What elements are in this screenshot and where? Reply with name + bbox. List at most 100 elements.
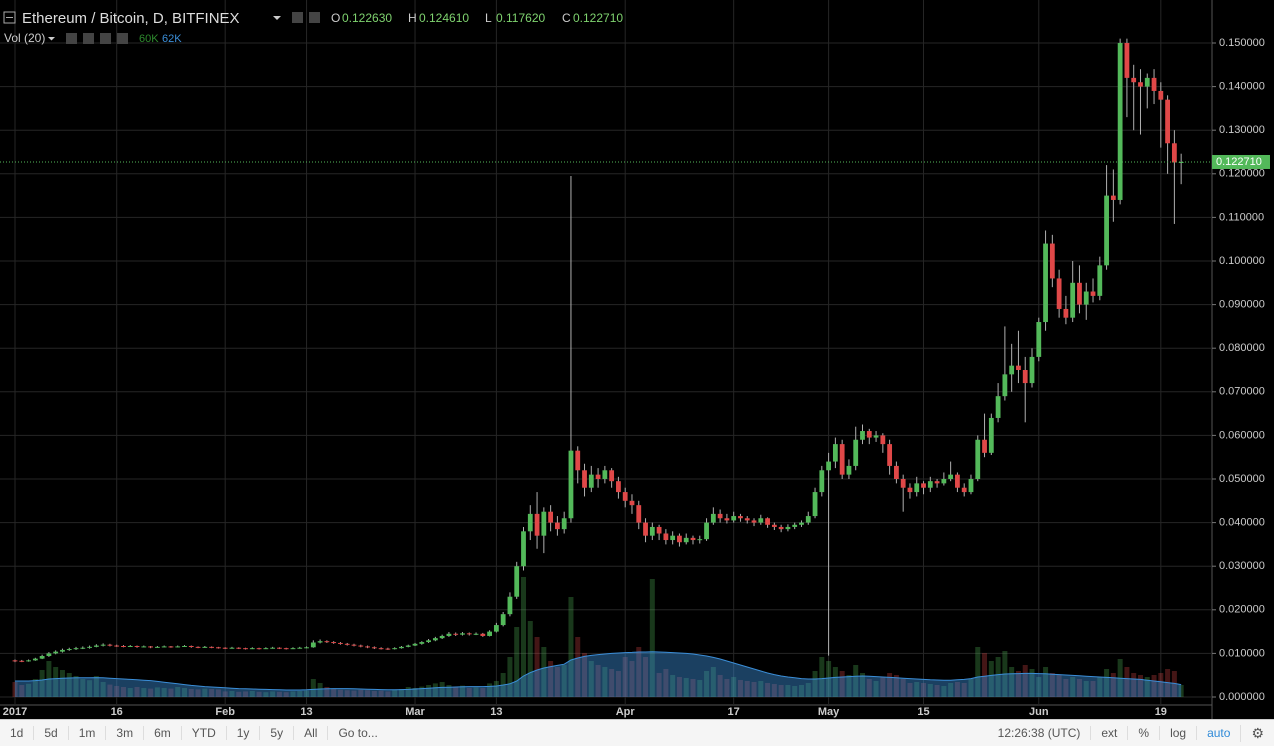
- volume-bar: [317, 683, 323, 697]
- candle-body: [141, 646, 147, 648]
- candle-body: [1016, 365, 1021, 370]
- x-tick-label: 2017: [3, 706, 27, 718]
- candle-body: [555, 522, 560, 530]
- candle-body: [860, 431, 865, 440]
- range-button[interactable]: 3m: [106, 726, 145, 740]
- volume-icon[interactable]: [100, 33, 111, 44]
- option-button[interactable]: auto: [1196, 726, 1240, 740]
- volume-bar: [921, 683, 927, 697]
- volume-bar: [521, 577, 526, 697]
- candle-body: [1043, 243, 1048, 323]
- range-button[interactable]: 5y: [260, 726, 295, 740]
- candle-body: [412, 643, 418, 646]
- volume-dropdown[interactable]: [48, 37, 55, 41]
- candle-body: [1158, 90, 1164, 100]
- range-button[interactable]: 1d: [0, 726, 35, 740]
- volume-icon[interactable]: [66, 33, 77, 44]
- y-tick-label: 0.080000: [1219, 342, 1265, 354]
- candle-body: [493, 625, 499, 632]
- volume-icon[interactable]: [83, 33, 94, 44]
- volume-bar: [1144, 677, 1150, 697]
- range-button[interactable]: 1m: [69, 726, 107, 740]
- range-button[interactable]: 1y: [227, 726, 261, 740]
- option-button[interactable]: ext: [1090, 726, 1127, 740]
- volume-bar: [941, 686, 947, 697]
- candle-body: [1070, 282, 1076, 318]
- candle-body: [588, 474, 594, 488]
- range-button[interactable]: 5d: [34, 726, 69, 740]
- symbol-title[interactable]: Ethereum / Bitcoin, D, BITFINEX: [22, 10, 240, 27]
- candle-body: [697, 539, 703, 541]
- symbol-dropdown[interactable]: [273, 16, 281, 20]
- volume-bar: [812, 671, 818, 697]
- candle-body: [19, 660, 25, 662]
- candle-body: [154, 646, 160, 648]
- candle-body: [392, 648, 398, 650]
- volume-bar: [934, 685, 940, 697]
- volume-bar: [595, 665, 601, 697]
- volume-bar: [765, 683, 771, 697]
- format-icon[interactable]: [309, 12, 320, 23]
- volume-bar: [161, 688, 167, 697]
- candle-body: [473, 633, 479, 635]
- y-tick-label: 0.100000: [1219, 255, 1265, 267]
- candle-body: [561, 518, 567, 530]
- candle-body: [521, 531, 526, 567]
- volume-bar: [683, 678, 689, 697]
- volume-bar: [1131, 673, 1137, 697]
- candle-body: [127, 645, 133, 647]
- volume-bar: [154, 687, 160, 697]
- candle-body: [1002, 374, 1008, 397]
- x-tick-label: 19: [1155, 706, 1167, 718]
- candle-body: [87, 646, 92, 648]
- volume-bar: [656, 673, 662, 697]
- option-button[interactable]: %: [1127, 726, 1159, 740]
- candle-body: [968, 479, 974, 493]
- volume-bar: [1137, 675, 1143, 697]
- volume-bar: [1015, 671, 1021, 697]
- settings-gear[interactable]: ⚙: [1240, 724, 1274, 742]
- goto-button[interactable]: Go to...: [338, 726, 378, 740]
- candle-body: [1097, 265, 1103, 296]
- volume-icon[interactable]: [117, 33, 128, 44]
- range-button[interactable]: All: [294, 726, 329, 740]
- candle-body: [202, 646, 208, 648]
- last-price-tag: [1212, 154, 1270, 169]
- candle-body: [229, 647, 235, 649]
- volume-bar: [473, 687, 479, 697]
- candle-body: [432, 638, 438, 641]
- range-button[interactable]: 6m: [144, 726, 182, 740]
- volume-bar: [107, 684, 113, 697]
- option-button[interactable]: log: [1159, 726, 1196, 740]
- volume-bar: [263, 692, 269, 697]
- volume-bar: [182, 688, 187, 697]
- candle-body: [1090, 291, 1096, 296]
- candle-body: [853, 439, 859, 466]
- volume-bar: [1124, 667, 1130, 697]
- candle-body: [460, 633, 465, 635]
- candle-body: [419, 642, 425, 644]
- settings-icon[interactable]: [292, 12, 303, 23]
- ohlc-key: C: [562, 11, 571, 25]
- volume-bar: [676, 677, 682, 697]
- volume-bar: [12, 682, 18, 697]
- collapse-icon[interactable]: [3, 11, 16, 24]
- candle-body: [704, 522, 709, 540]
- volume-bar: [839, 671, 845, 697]
- candle-body: [121, 645, 126, 647]
- volume-title[interactable]: Vol (20): [4, 31, 45, 45]
- volume-bar: [588, 661, 594, 697]
- candle-body: [758, 518, 764, 523]
- ohlc-key: O: [331, 11, 340, 25]
- candle-body: [351, 644, 357, 646]
- y-tick-label: 0.070000: [1219, 386, 1265, 398]
- volume-bar: [724, 679, 730, 697]
- candle-body: [188, 645, 194, 647]
- volume-bar: [636, 647, 642, 697]
- candle-body: [439, 635, 445, 639]
- volume-bar: [114, 686, 120, 697]
- range-button[interactable]: YTD: [182, 726, 227, 740]
- candle-body: [399, 646, 404, 649]
- volume-bar: [846, 675, 852, 697]
- volume-bar: [534, 637, 540, 697]
